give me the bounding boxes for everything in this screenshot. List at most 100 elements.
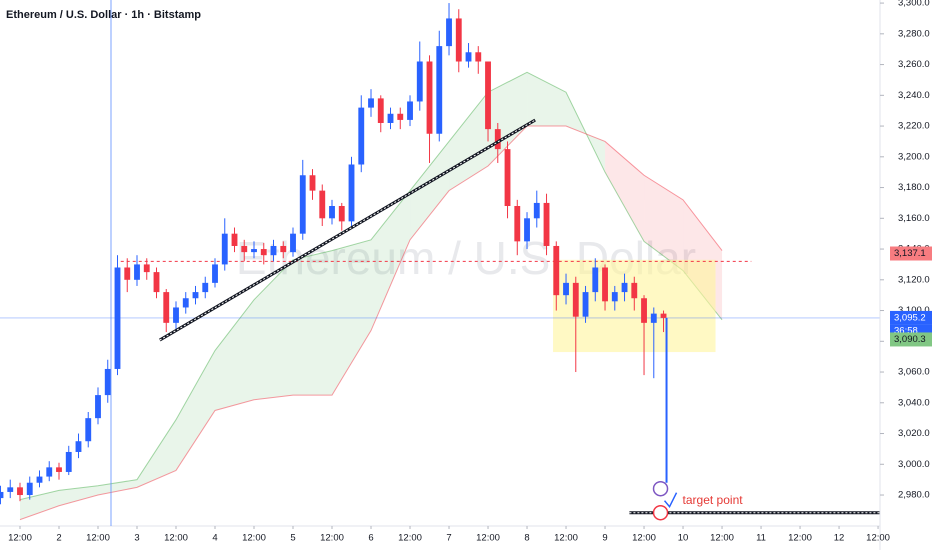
x-tick-label: 10 [678,533,689,544]
x-tick-label: 12:00 [866,533,890,544]
candle-body [397,113,404,120]
candle-body [436,46,443,134]
candle-body [221,233,228,265]
candle-body [446,18,452,47]
cloud-fill [97,479,137,496]
price-tag [890,246,932,261]
y-tick-label: 2,980.0 [898,490,930,501]
candle-body [56,467,62,472]
candle-body [104,368,111,396]
candle-body [309,175,316,191]
candle-body [17,487,23,496]
candle-body [455,18,462,62]
candle-body [36,476,43,483]
target-icon [652,504,669,521]
candle-body [85,418,92,442]
countdown: 36:58 [894,325,918,336]
y-tick-label: 3,240.0 [898,90,930,101]
cloud-line [19,125,723,521]
y-tick-label: 3,000.0 [898,459,930,470]
candle-body [611,292,618,302]
candle-body [65,451,72,472]
x-tick-label: 4 [212,533,217,544]
cloud-fill [176,350,216,471]
candle-body [173,307,179,323]
candle-body [95,395,101,419]
price-tag-label: 3,095.2 [894,312,926,323]
target-icon [652,480,669,497]
candle-body [134,264,140,280]
price-tag-label: 3,137.1 [894,248,926,259]
candle-body [524,218,530,242]
candle-body [407,101,413,120]
candle-body [504,149,511,207]
x-tick-label: 7 [446,533,451,544]
chart-title: Ethereum / U.S. Dollar · 1h · Bitstamp [6,9,201,21]
cloud-fill [644,175,684,271]
x-tick-label: 6 [368,533,373,544]
x-tick-label: 12:00 [86,533,110,544]
candle-body [475,52,482,62]
candle-body [202,282,209,293]
x-tick-label: 11 [756,533,766,544]
candle-body [182,298,189,308]
cloud-fill [527,72,567,127]
candle-body [621,282,628,293]
candle-body [270,245,277,256]
candle-body [377,98,384,123]
x-tick-label: 9 [602,533,607,544]
cloud-fill [293,250,333,396]
candle-body [163,292,170,323]
candle-body [280,245,287,253]
candle-body [46,467,53,477]
candle-body [553,245,560,296]
candle-body [348,164,355,222]
y-tick-label: 3,200.0 [898,151,930,162]
x-tick-label: 12:00 [632,533,656,544]
y-tick-label: 3,300.0 [898,0,930,9]
candle-body [241,245,248,253]
candle-body [602,267,608,302]
y-tick-label: 3,060.0 [898,367,930,378]
candle-body [494,129,501,150]
candle-body [631,282,638,299]
candle-body [582,292,589,317]
y-tick-label: 3,100.0 [898,305,930,316]
y-tick-label: 3,120.0 [898,274,930,285]
candle-body [485,61,491,130]
candle-body [192,292,199,299]
candle-body [290,233,296,253]
candle-body [563,282,569,296]
candle-body [533,202,540,219]
candle-body [124,267,131,280]
candle-body [368,98,374,108]
y-tick-label: 3,040.0 [898,397,930,408]
y-tick-label: 3,220.0 [898,121,930,132]
candle-body [143,264,150,273]
y-tick-label: 3,260.0 [898,59,930,70]
candle-body [7,487,14,492]
price-tag-label: 3,090.3 [894,334,926,345]
candle-body [572,282,579,317]
x-tick-label: 2 [56,533,61,544]
y-tick-label: 3,280.0 [898,28,930,39]
candle-body [465,52,472,62]
candle-body [299,175,306,234]
y-tick-label: 3,180.0 [898,182,930,193]
candle-body [338,206,345,222]
candle-body [153,272,160,293]
cloud-fill [254,259,294,400]
x-tick-label: 12:00 [788,533,812,544]
cloud-line [19,71,723,501]
price-tag [890,310,932,325]
x-tick-label: 12:00 [164,533,188,544]
cloud-fill [371,190,411,331]
cloud-fill [58,485,98,506]
price-tag [890,332,932,347]
x-tick-label: 5 [290,533,295,544]
cloud-fill [410,141,450,240]
cloud-fill [605,141,645,242]
candle-body [0,491,4,499]
candle-body [260,249,267,256]
